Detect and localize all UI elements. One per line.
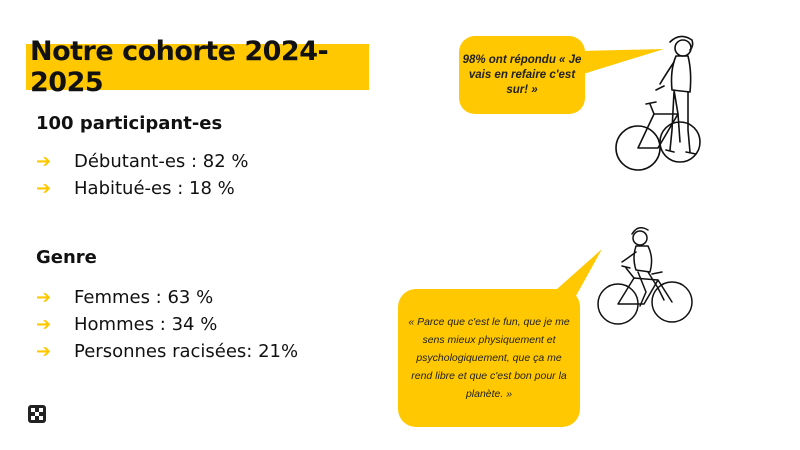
list-item: ➔ Femmes : 63 %: [36, 284, 298, 311]
arrow-right-icon: ➔: [36, 151, 52, 172]
quote-bubble-bottom: « Parce que c'est le fun, que je me sens…: [398, 289, 580, 427]
list-item-label: Débutant-es : 82 %: [74, 151, 249, 172]
cyclist-riding-illustration: [597, 227, 693, 325]
page-title: Notre cohorte 2024-2025: [30, 36, 329, 98]
list-item: ➔ Hommes : 34 %: [36, 311, 298, 338]
title-banner: Notre cohorte 2024-2025: [26, 36, 369, 98]
list-item-label: Hommes : 34 %: [74, 314, 218, 335]
quote-text: 98% ont répondu « Je vais en refaire c'e…: [462, 53, 582, 96]
cyclist-standing-illustration: [615, 35, 701, 171]
genre-list: ➔ Femmes : 63 % ➔ Hommes : 34 % ➔ Person…: [36, 284, 298, 365]
genre-heading: Genre: [36, 247, 97, 268]
list-item-label: Femmes : 63 %: [74, 287, 214, 308]
list-item-label: Personnes racisées: 21%: [74, 341, 299, 362]
list-item: ➔ Habitué-es : 18 %: [36, 175, 249, 202]
arrow-right-icon: ➔: [36, 341, 52, 362]
participants-heading: 100 participant-es: [36, 113, 223, 134]
list-item: ➔ Débutant-es : 82 %: [36, 148, 249, 175]
participants-list: ➔ Débutant-es : 82 % ➔ Habitué-es : 18 %: [36, 148, 249, 202]
list-item: ➔ Personnes racisées: 21%: [36, 338, 298, 365]
bubble-tail-top: [580, 49, 664, 75]
list-item-label: Habitué-es : 18 %: [74, 178, 235, 199]
quote-text: « Parce que c'est le fun, que je me sens…: [408, 316, 570, 400]
quote-bubble-top: 98% ont répondu « Je vais en refaire c'e…: [459, 36, 585, 114]
logo-icon: [28, 405, 46, 423]
arrow-right-icon: ➔: [36, 314, 52, 335]
arrow-right-icon: ➔: [36, 178, 52, 199]
arrow-right-icon: ➔: [36, 287, 52, 308]
